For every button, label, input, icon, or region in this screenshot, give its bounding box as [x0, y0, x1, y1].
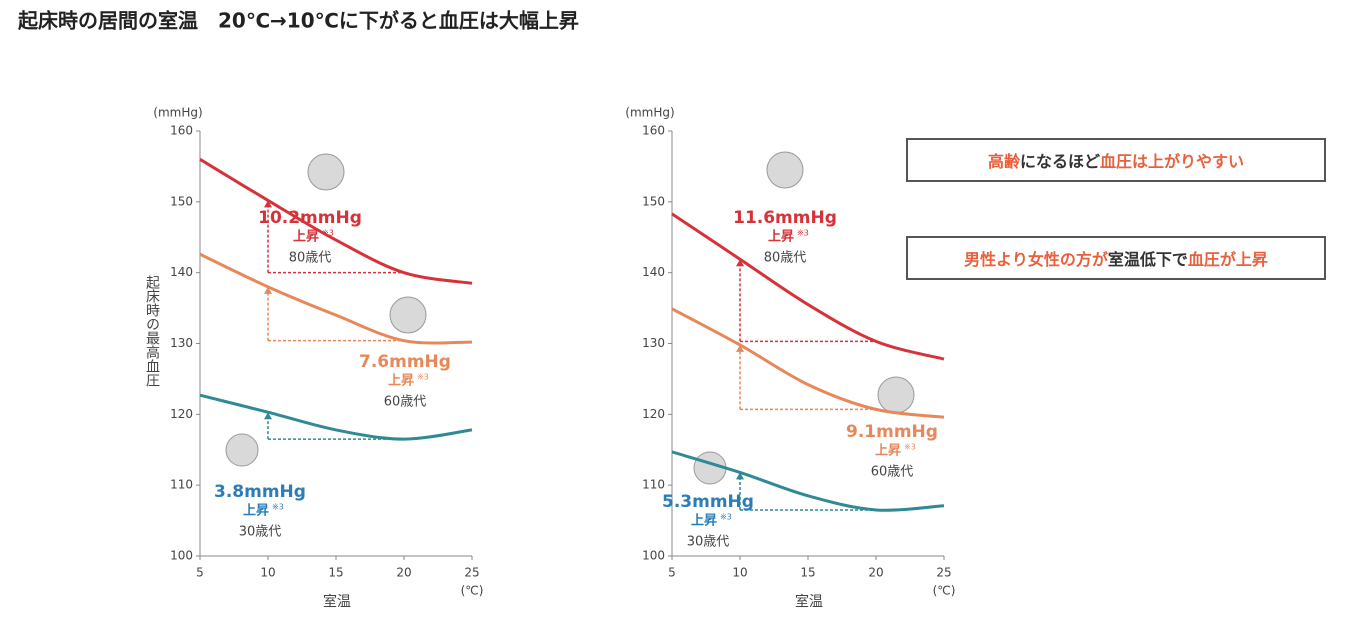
arrow-head — [736, 472, 744, 480]
line-series — [671, 307, 945, 419]
line-series — [199, 252, 473, 345]
rise-word: 上昇 — [388, 374, 414, 389]
y-tick-label: 120 — [170, 407, 193, 421]
y-tick-label: 130 — [170, 336, 193, 350]
callout: 高齢 になるほど 血圧は上がりやすい — [906, 138, 1326, 182]
line-series — [671, 212, 945, 361]
callout-text: 室温低下で — [1107, 250, 1188, 269]
line-series — [671, 450, 945, 512]
y-tick-label: 100 — [642, 549, 665, 563]
x-tick-label: 25 — [936, 566, 951, 580]
y-tick-label: 150 — [642, 194, 665, 208]
y-tick-label: 140 — [642, 265, 665, 279]
callout-text: 男性より女性の方が — [964, 250, 1108, 269]
y-tick-label: 150 — [170, 194, 193, 208]
age-label: 80歳代 — [289, 251, 332, 266]
y-unit: (mmHg) — [153, 106, 202, 120]
note: ※3 — [417, 373, 429, 382]
x-axis-label: 室温 — [323, 593, 351, 610]
age-label: 30歳代 — [239, 525, 282, 540]
rise-label: 7.6mmHg — [359, 352, 451, 372]
note: ※3 — [322, 229, 334, 238]
x-tick-label: 20 — [868, 566, 883, 580]
arrow-head — [736, 259, 744, 267]
rise-label: 3.8mmHg — [214, 482, 306, 502]
y-axis-label: 起床時の最高血圧 — [144, 275, 160, 387]
rise-label: 10.2mmHg — [258, 208, 362, 228]
arrow-head — [264, 286, 272, 294]
y-tick-label: 100 — [170, 549, 193, 563]
x-tick-label: 5 — [668, 566, 676, 580]
rise-word: 上昇 — [691, 514, 717, 529]
callout-text: 血圧は上がりやすい — [1100, 152, 1245, 171]
x-unit: (℃) — [461, 584, 484, 598]
y-tick-label: 140 — [170, 265, 193, 279]
note: ※3 — [272, 503, 284, 512]
age-label: 60歳代 — [384, 395, 427, 410]
page-title: 起床時の居間の室温 20℃→10℃に下がると血圧は大幅上昇 — [17, 9, 579, 33]
x-unit: (℃) — [933, 584, 956, 598]
note: ※3 — [797, 229, 809, 238]
note: ※3 — [720, 513, 732, 522]
callout-text: 血圧が上昇 — [1187, 250, 1268, 269]
note: ※3 — [904, 443, 916, 452]
rise-word: 上昇 — [768, 230, 794, 245]
y-tick-label: 110 — [170, 478, 193, 492]
callout-text: 高齢 — [987, 152, 1020, 171]
x-tick-label: 5 — [196, 566, 204, 580]
y-unit: (mmHg) — [625, 106, 674, 120]
y-tick-label: 120 — [642, 407, 665, 421]
age-label: 30歳代 — [687, 535, 730, 550]
x-tick-label: 15 — [328, 566, 343, 580]
rise-label: 5.3mmHg — [662, 492, 754, 512]
arrow-head — [264, 200, 272, 208]
age-label: 80歳代 — [764, 251, 807, 266]
icons — [225, 151, 915, 485]
y-tick-label: 160 — [170, 124, 193, 138]
x-tick-label: 25 — [464, 566, 479, 580]
y-tick-label: 130 — [642, 336, 665, 350]
x-tick-label: 20 — [396, 566, 411, 580]
y-tick-label: 110 — [642, 478, 665, 492]
x-axis-label: 室温 — [795, 593, 823, 610]
rise-label: 11.6mmHg — [733, 208, 837, 228]
rise-word: 上昇 — [243, 504, 269, 519]
age-label: 60歳代 — [871, 465, 914, 480]
rise-word: 上昇 — [875, 444, 901, 459]
x-tick-label: 15 — [800, 566, 815, 580]
arrow-head — [264, 412, 272, 420]
callout: 男性より女性の方が 室温低下で 血圧が上昇 — [906, 236, 1326, 280]
callout-text: になるほど — [1019, 152, 1100, 171]
rise-label: 9.1mmHg — [846, 422, 938, 442]
x-tick-label: 10 — [260, 566, 275, 580]
line-series — [199, 158, 473, 285]
x-tick-label: 10 — [732, 566, 747, 580]
line-series — [199, 393, 473, 441]
arrow-head — [736, 344, 744, 352]
y-tick-label: 160 — [642, 124, 665, 138]
rise-word: 上昇 — [293, 230, 319, 245]
